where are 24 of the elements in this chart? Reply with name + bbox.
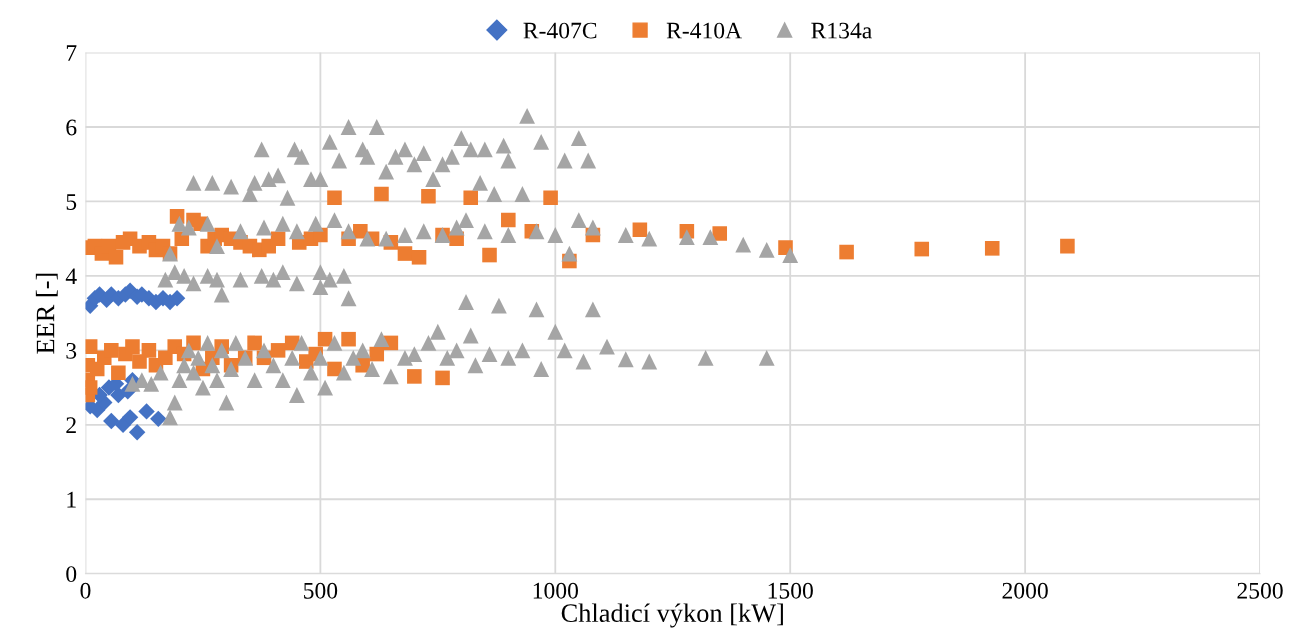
legend-label: R134a [811,22,872,39]
y-tick-label: 4 [65,268,77,285]
x-tick-label: 2500 [1237,582,1283,599]
x-tick-label: 500 [304,582,338,599]
x-tick-label: 1000 [533,582,579,599]
y-tick-label: 2 [66,417,76,433]
y-tick-label: 0 [66,566,77,583]
y-tick-label: 5 [66,194,77,210]
y-tick-label: 1 [67,491,76,508]
y-tick-label: 6 [66,119,77,136]
x-tick-label: 1500 [768,582,813,599]
point [128,424,146,441]
x-tick-label: 2000 [1002,582,1048,599]
y-tick-label: 7 [66,45,77,61]
x-axis-title: Chladicí výkon [kW] [561,603,783,628]
y-tick-label: 3 [66,342,77,359]
point [138,403,155,420]
point [121,409,139,426]
legend-label: R-407C [523,22,597,39]
point [150,410,167,428]
y-axis-title: EER [-] [35,273,58,354]
x-tick-label: 0 [80,582,91,599]
point [103,412,120,430]
legend-label: R-410A [666,22,742,39]
